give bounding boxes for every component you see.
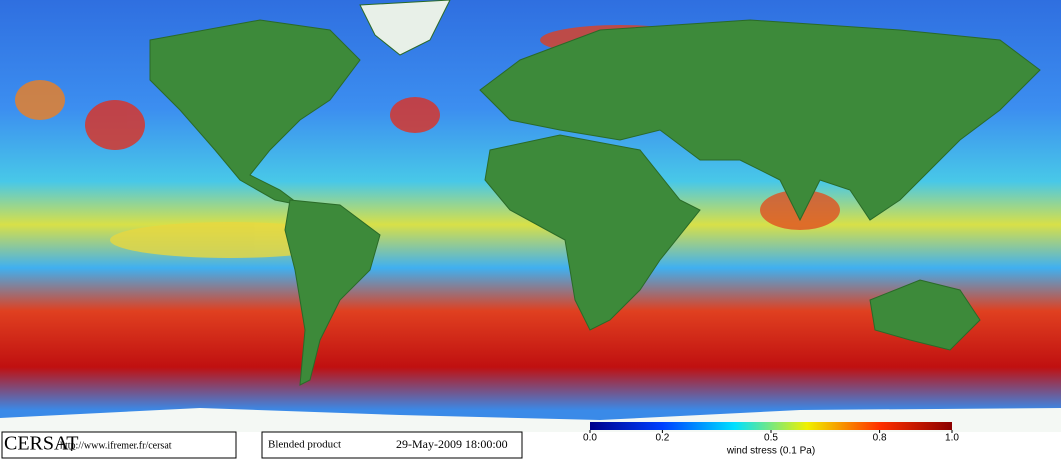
storm bbox=[85, 100, 145, 150]
colorbar-tick-label: 0.8 bbox=[873, 433, 887, 444]
colorbar-tick-label: 0.5 bbox=[764, 433, 778, 444]
storm bbox=[390, 97, 440, 133]
logo: CERSAT bbox=[4, 433, 78, 455]
south-america bbox=[284, 199, 381, 386]
datetime: 29-May-2009 18:00:00 bbox=[396, 437, 508, 451]
australia bbox=[869, 279, 981, 351]
colorbar bbox=[590, 422, 952, 430]
north-america bbox=[149, 19, 361, 206]
colorbar-label: wind stress (0.1 Pa) bbox=[726, 446, 815, 457]
storm bbox=[15, 80, 65, 120]
colorbar-tick-label: 1.0 bbox=[945, 433, 959, 444]
product: Blended product bbox=[268, 439, 341, 451]
land bbox=[149, 0, 1041, 386]
product-box bbox=[261, 431, 523, 459]
africa bbox=[484, 134, 701, 331]
greenland bbox=[359, 0, 451, 56]
eurasia bbox=[479, 19, 1041, 222]
url: http://www.ifremer.fr/cersat bbox=[60, 440, 172, 451]
logo-box bbox=[1, 431, 237, 459]
colorbar-tick-label: 0.2 bbox=[655, 433, 669, 444]
colorbar-tick-label: 0.0 bbox=[583, 433, 597, 444]
